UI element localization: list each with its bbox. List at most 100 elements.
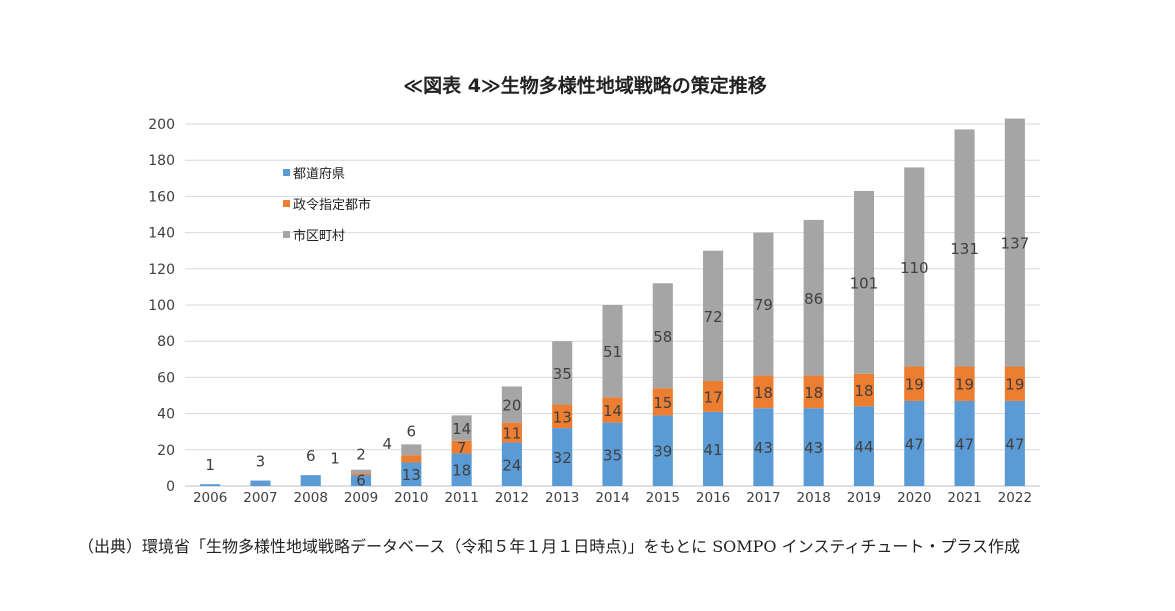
data-label: 58 [653, 328, 672, 346]
bar-municipality [350, 469, 372, 474]
bar-prefecture [954, 400, 975, 486]
data-label: 51 [603, 343, 622, 361]
legend-swatch [283, 169, 290, 176]
data-label: 19 [1005, 376, 1024, 394]
bar-prefecture [1004, 400, 1025, 486]
bar-designated-city [703, 381, 724, 412]
y-tick-label: 40 [157, 407, 175, 423]
data-label: 19 [905, 376, 924, 394]
bar-designated-city [501, 422, 522, 443]
data-label: 14 [603, 402, 622, 420]
y-tick-label: 0 [166, 479, 175, 495]
data-label: 79 [754, 296, 773, 314]
bar-municipality [954, 129, 975, 367]
bar-prefecture [853, 406, 875, 486]
bar-municipality [602, 305, 623, 398]
bar-prefecture [350, 475, 372, 486]
data-label: 110 [900, 259, 929, 277]
bar-prefecture [602, 422, 623, 486]
x-tick-label: 2018 [796, 490, 830, 506]
data-label: 32 [553, 449, 572, 467]
x-tick-label: 2016 [696, 490, 730, 506]
bar-designated-city [451, 440, 472, 454]
y-tick-label: 180 [148, 153, 175, 169]
bar-municipality [803, 219, 824, 376]
data-label: 24 [502, 456, 521, 474]
data-label: 18 [804, 384, 823, 402]
data-label: 13 [553, 408, 572, 426]
data-label: 11 [502, 425, 521, 443]
bar-designated-city [853, 373, 875, 407]
bar-municipality [652, 283, 673, 389]
x-tick-label: 2017 [746, 490, 780, 506]
x-tick-label: 2012 [495, 490, 529, 506]
x-tick-label: 2010 [394, 490, 428, 506]
source-note: （出典）環境省「生物多様性地域戦略データベース（令和５年１月１日時点)」をもとに… [78, 537, 1021, 556]
bar-prefecture [501, 442, 522, 486]
bar-prefecture [250, 480, 271, 486]
data-label: 4 [383, 435, 393, 453]
bar-designated-city [602, 397, 623, 423]
data-label: 47 [955, 435, 974, 453]
data-label: 18 [452, 462, 471, 480]
y-tick-label: 20 [157, 443, 175, 459]
y-tick-label: 80 [157, 334, 175, 350]
bar-prefecture [753, 408, 774, 486]
y-tick-label: 120 [148, 262, 175, 278]
x-tick-label: 2006 [193, 490, 227, 506]
legend-swatch [283, 200, 290, 207]
data-label: 2 [356, 446, 366, 464]
data-labels: 1 3 661 21346187142411203213353514513915584… [205, 235, 1029, 490]
legend-swatch [283, 231, 290, 238]
y-tick-label: 200 [148, 117, 175, 133]
bar-prefecture [703, 411, 724, 486]
data-label: 17 [704, 388, 723, 406]
x-tick-label: 2022 [998, 490, 1032, 506]
bar-designated-city [904, 366, 925, 401]
legend-label: 政令指定都市 [293, 197, 371, 213]
y-tick-label: 60 [157, 370, 175, 386]
y-tick-label: 100 [148, 298, 175, 314]
bar-prefecture [652, 415, 673, 486]
legend-label: 都道府県 [293, 167, 345, 182]
bar-municipality [1004, 118, 1025, 367]
data-label: 6 [306, 447, 316, 465]
bar-municipality [904, 167, 925, 367]
bar-municipality [451, 415, 472, 441]
data-label: 14 [452, 420, 471, 438]
data-label: 18 [754, 384, 773, 402]
bar-designated-city [954, 366, 975, 401]
bar-designated-city [552, 404, 573, 429]
data-label: 18 [854, 382, 873, 400]
x-tick-label: 2009 [344, 490, 378, 506]
x-tick-label: 2007 [243, 490, 277, 506]
x-tick-label: 2015 [646, 490, 680, 506]
bar-designated-city [350, 473, 372, 476]
x-tick-label: 2021 [947, 490, 981, 506]
data-label: 72 [704, 308, 723, 326]
bar-designated-city [753, 375, 774, 409]
bar-prefecture [803, 408, 824, 486]
data-label: 3 [256, 453, 266, 471]
data-label: 43 [754, 439, 773, 457]
bar-prefecture [401, 462, 422, 486]
data-label: 1 [330, 449, 340, 467]
x-tick-label: 2013 [545, 490, 579, 506]
bar-prefecture [451, 453, 472, 486]
data-label: 35 [603, 446, 622, 464]
data-label: 39 [653, 443, 672, 461]
data-label: 6 [407, 422, 417, 440]
bar-prefecture [904, 400, 925, 486]
bar-prefecture [200, 484, 221, 486]
bar-municipality [853, 190, 875, 374]
bar-designated-city [803, 375, 824, 409]
data-label: 44 [854, 438, 873, 456]
data-label: 20 [502, 397, 521, 415]
data-label: 6 [356, 472, 366, 490]
bar-municipality [401, 444, 422, 456]
bar-prefecture [300, 475, 321, 486]
bars [200, 118, 1025, 486]
x-tick-label: 2008 [294, 490, 328, 506]
bar-prefecture [552, 428, 573, 486]
